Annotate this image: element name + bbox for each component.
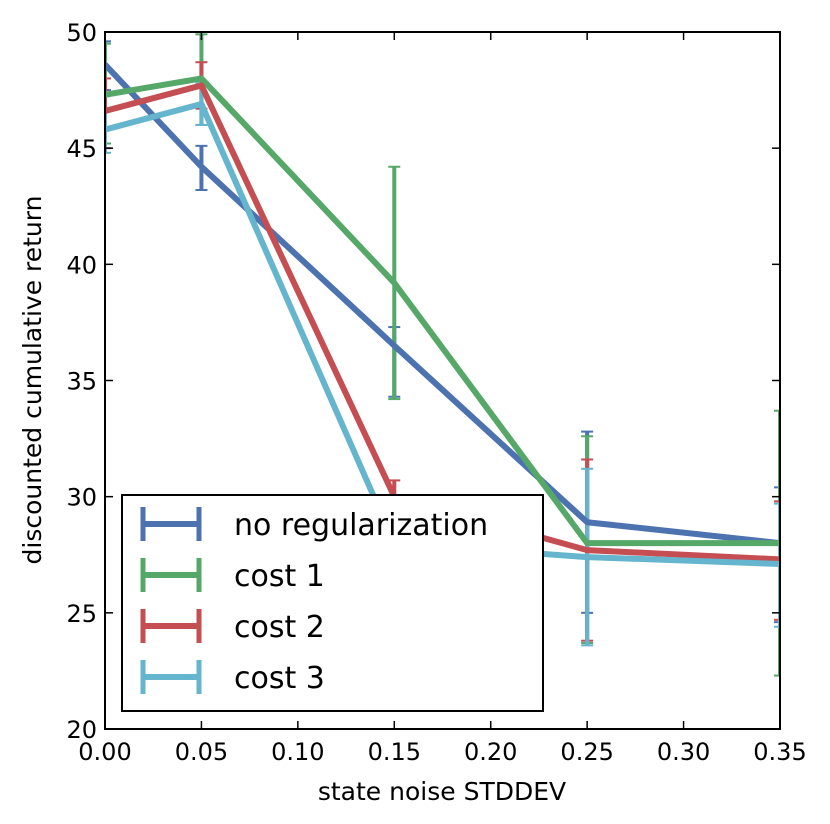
x-tick-label: 0.25 (560, 738, 613, 766)
x-axis-label: state noise STDDEV (318, 777, 566, 806)
x-tick-label: 0.05 (175, 738, 228, 766)
legend-label: no regularization (234, 508, 488, 543)
legend-label: cost 2 (234, 610, 325, 645)
y-tick-label: 25 (66, 600, 97, 628)
series-line-0 (105, 62, 780, 547)
y-tick-label: 45 (66, 135, 97, 163)
x-tick-label: 0.35 (753, 738, 806, 766)
y-tick-label: 35 (66, 368, 97, 396)
y-tick-label: 20 (66, 716, 97, 744)
x-tick-label: 0.30 (657, 738, 710, 766)
legend-label: cost 3 (234, 661, 325, 696)
x-tick-label: 0.15 (368, 738, 421, 766)
y-tick-label: 30 (66, 484, 97, 512)
series-line-1 (105, 75, 780, 547)
y-tick-label: 50 (66, 19, 97, 47)
x-tick-label: 0.00 (78, 738, 131, 766)
y-axis-label: discounted cumulative return (18, 196, 47, 565)
legend: no regularization cost 1 cost 2 cost 3 (121, 494, 544, 712)
x-tick-label: 0.10 (271, 738, 324, 766)
legend-item: cost 1 (140, 558, 325, 594)
legend-item: cost 3 (140, 660, 325, 696)
x-tick-label: 0.20 (464, 738, 517, 766)
series-line-2 (105, 82, 780, 563)
legend-item: no regularization (140, 507, 488, 543)
y-tick-label: 40 (66, 251, 97, 279)
ticks-layer: 0.00 0.05 0.10 0.15 0.20 0.25 0.30 0.35 20 25 30 35… (66, 19, 806, 766)
legend-label: cost 1 (234, 559, 325, 594)
legend-item: cost 2 (140, 609, 325, 645)
